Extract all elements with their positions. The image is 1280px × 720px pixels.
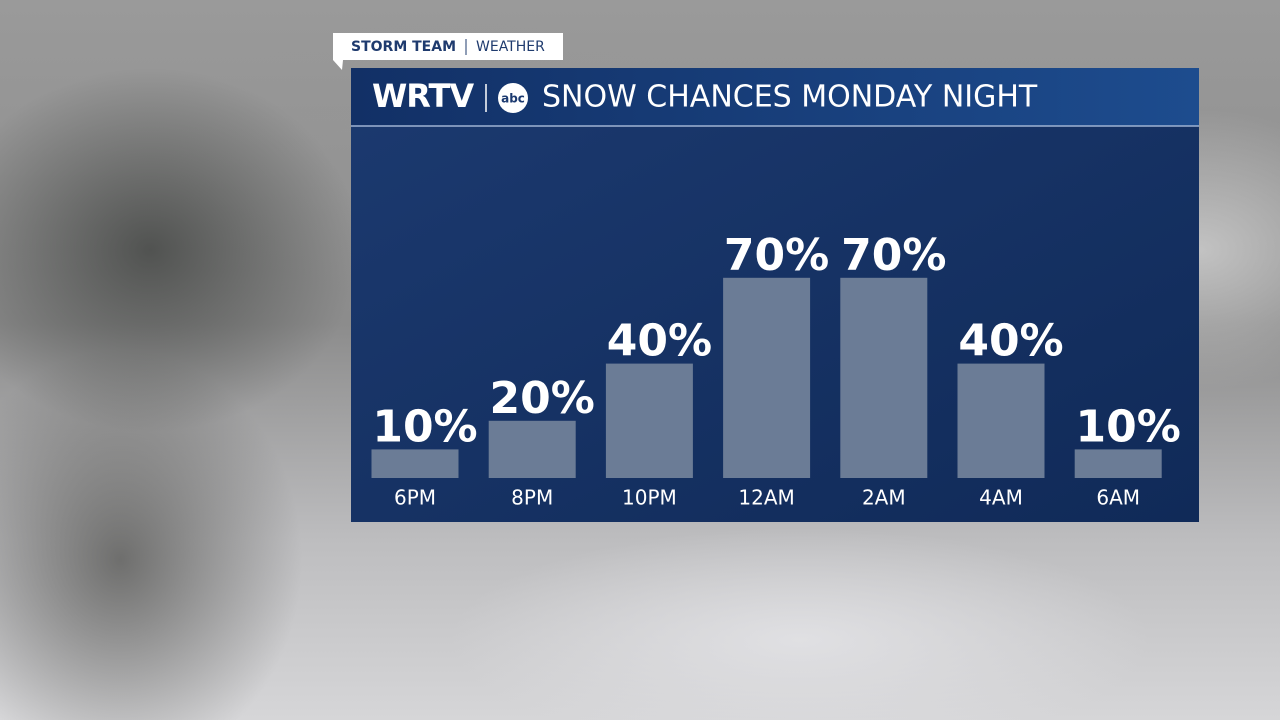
network-badge [498,83,528,113]
bar [840,277,928,478]
station-logo: WRTV [372,77,474,115]
x-tick-label: 4AM [979,486,1023,510]
x-tick-label: 10PM [622,486,677,510]
value-label: 70% [724,230,829,281]
tag-section: WEATHER [476,39,545,55]
x-tick-label: 12AM [738,486,794,510]
bar [605,363,693,478]
header-band [351,68,1199,126]
tag-label: STORM TEAM [351,39,456,55]
value-label: 40% [958,316,1063,367]
chart-title: SNOW CHANCES MONDAY NIGHT [542,80,1038,115]
x-tick-label: 8PM [511,486,553,510]
bar [488,420,576,478]
x-tick-label: 6AM [1096,486,1140,510]
x-tick-label: 6PM [394,486,436,510]
value-label: 10% [1076,401,1181,452]
value-label: 10% [372,401,477,452]
bar [723,277,811,478]
bar [1074,449,1162,478]
value-label: 70% [841,230,946,281]
bar [957,363,1045,478]
value-label: 40% [607,316,712,367]
value-label: 20% [490,373,595,424]
bar [371,449,459,478]
plot: 10% 6PM 20% 8PM 40% 10PM 70% 12AM 70% 2AM 40% 4AM 10… [371,230,1181,510]
tag-box [333,33,563,70]
network-logo: abc [501,92,525,106]
x-tick-label: 2AM [862,486,906,510]
